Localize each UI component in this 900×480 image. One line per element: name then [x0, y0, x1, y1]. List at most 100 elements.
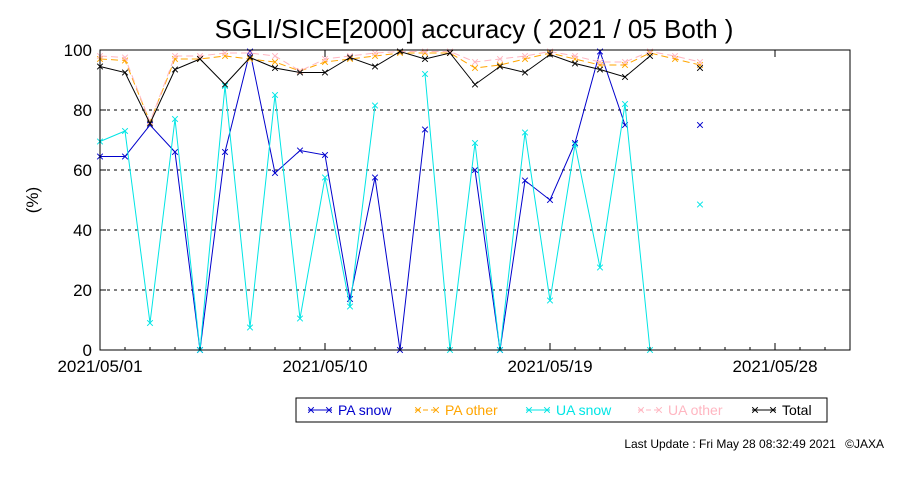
data-point — [121, 127, 129, 135]
data-point — [271, 52, 279, 60]
data-point — [471, 139, 479, 147]
data-point — [543, 406, 551, 414]
data-point — [307, 406, 315, 414]
data-point — [496, 55, 504, 63]
data-point — [596, 66, 604, 73]
series-line-pa-snow — [100, 51, 426, 351]
data-point — [271, 58, 279, 66]
grid-lines — [100, 109, 850, 291]
data-point — [346, 54, 354, 61]
data-point — [471, 81, 479, 88]
series-line-total — [99, 50, 651, 125]
data-point — [571, 52, 579, 60]
data-point — [421, 55, 429, 63]
data-point — [621, 73, 629, 81]
legend-label: PA other — [445, 402, 498, 418]
data-point — [696, 201, 704, 208]
data-point — [296, 315, 304, 322]
data-point — [271, 91, 279, 99]
data-point — [321, 58, 329, 66]
legend-item-ua-snow: UA snow — [525, 402, 612, 418]
legend-item-total: Total — [751, 402, 812, 418]
data-point — [121, 69, 129, 76]
legend-label: Total — [782, 402, 812, 418]
data-point — [521, 129, 529, 136]
data-point — [432, 406, 440, 414]
y-tick-label: 60 — [73, 161, 92, 180]
data-point — [121, 54, 129, 61]
y-tick-label: 0 — [83, 341, 92, 360]
series-ua-snow — [96, 70, 704, 354]
data-point — [671, 52, 679, 60]
data-point — [221, 52, 229, 60]
data-point — [471, 58, 479, 66]
legend-box — [295, 397, 828, 423]
data-point — [296, 67, 304, 75]
data-point — [371, 63, 379, 70]
legend-item-pa-snow: PA snow — [307, 402, 392, 418]
data-point — [546, 297, 554, 304]
data-point — [246, 54, 254, 61]
data-point — [196, 52, 204, 60]
data-point — [171, 66, 179, 73]
data-point — [655, 406, 663, 414]
series-line-ua-other — [99, 50, 701, 124]
data-point — [196, 55, 204, 63]
data-point — [769, 406, 777, 414]
series-line-ua-snow — [424, 73, 651, 351]
data-point — [321, 151, 329, 159]
data-point — [696, 121, 704, 129]
copyright-text: ©JAXA — [845, 437, 884, 451]
data-point — [446, 49, 454, 57]
data-point — [671, 55, 679, 63]
y-tick-label: 40 — [73, 221, 92, 240]
data-point — [346, 303, 354, 310]
data-point — [346, 52, 354, 60]
data-point — [421, 126, 429, 133]
x-tick-label: 2021/05/10 — [282, 357, 367, 376]
footer: Last Update : Fri May 28 08:32:49 2021 ©… — [624, 437, 884, 451]
data-point — [246, 49, 254, 57]
plot-frame — [99, 49, 851, 351]
data-point — [296, 147, 304, 154]
data-point — [321, 69, 329, 76]
data-point — [525, 406, 533, 414]
data-point — [696, 61, 704, 69]
data-point — [646, 52, 654, 60]
data-point — [221, 82, 229, 90]
data-point — [246, 55, 254, 63]
data-point — [496, 61, 504, 69]
data-point — [521, 52, 529, 60]
data-point — [546, 196, 554, 204]
legend-item-ua-other: UA other — [637, 402, 723, 418]
last-update-text: Last Update : Fri May 28 08:32:49 2021 — [624, 437, 836, 451]
x-tick-label: 2021/05/19 — [507, 357, 592, 376]
data-point — [371, 52, 379, 60]
x-tick-label: 2021/05/28 — [732, 357, 817, 376]
data-point — [521, 177, 529, 184]
data-point — [146, 120, 154, 127]
data-point — [571, 141, 579, 148]
y-axis-label: (%) — [23, 187, 42, 213]
axes: 0 20 40 60 80 100 2021/05/01 2021/05/10 2021/05/… — [57, 41, 851, 376]
legend-label: PA snow — [338, 402, 392, 418]
data-point — [121, 57, 129, 64]
data-point — [596, 58, 604, 66]
data-point — [171, 148, 179, 156]
data-point — [637, 406, 645, 414]
data-point — [696, 64, 704, 72]
data-point — [221, 148, 229, 156]
data-point — [621, 100, 629, 108]
series-line-ua-snow — [99, 85, 376, 351]
y-tick-label: 80 — [73, 101, 92, 120]
legend: PA snow PA other UA snow UA other Total — [295, 397, 828, 423]
data-point — [171, 115, 179, 123]
series-layer — [96, 48, 704, 354]
series-pa-snow — [96, 48, 704, 354]
chart-title: SGLI/SICE[2000] accuracy ( 2021 / 05 Bot… — [215, 14, 734, 44]
data-point — [421, 70, 429, 78]
data-point — [321, 174, 329, 181]
data-point — [371, 49, 379, 57]
legend-label: UA snow — [556, 402, 612, 418]
data-point — [571, 60, 579, 67]
